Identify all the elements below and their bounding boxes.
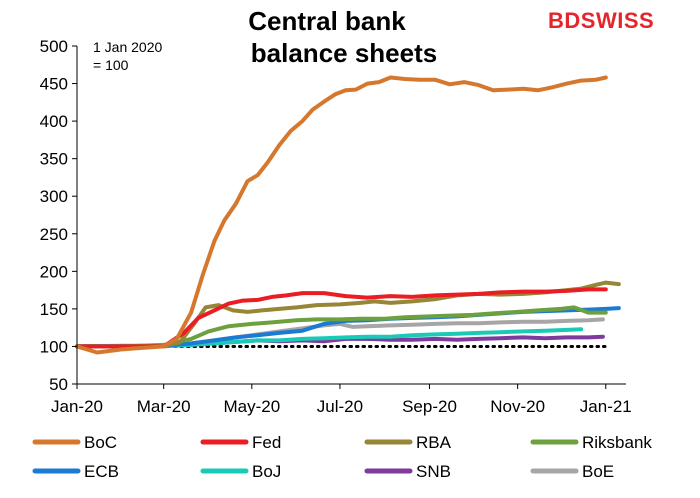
brand-logo-part2: SWISS [580, 8, 655, 33]
x-tick-label: Sep-20 [402, 397, 457, 416]
y-tick-label: 200 [40, 262, 68, 281]
y-tick-label: 350 [40, 150, 68, 169]
y-tick-label: 250 [40, 225, 68, 244]
legend-label-fed: Fed [252, 433, 281, 452]
x-tick-label: May-20 [223, 397, 280, 416]
legend-label-boe: BoE [582, 462, 614, 481]
brand-logo-part1: BD [548, 8, 581, 33]
chart-title-line1: Central bank [248, 6, 406, 36]
series-line-boj [75, 327, 584, 349]
y-tick-label: 150 [40, 300, 68, 319]
legend-label-rba: RBA [416, 433, 452, 452]
legend-label-boj: BoJ [252, 462, 281, 481]
y-tick-label: 300 [40, 187, 68, 206]
y-tick-label: 100 [40, 337, 68, 356]
legend-label-riksbank: Riksbank [582, 433, 652, 452]
index-note-line2: = 100 [93, 57, 129, 73]
series-line-riksbank [75, 305, 608, 349]
legend-label-boc: BoC [84, 433, 117, 452]
x-tick-label: Mar-20 [137, 397, 191, 416]
x-tick-label: Jul-20 [317, 397, 363, 416]
series-line-fed [75, 287, 608, 349]
x-tick-label: Jan-20 [51, 397, 103, 416]
y-tick-label: 50 [49, 375, 68, 394]
brand-logo: BDSWISS [548, 8, 654, 34]
chart-title-line2: balance sheets [251, 38, 437, 68]
legend-label-snb: SNB [416, 462, 451, 481]
y-tick-label: 450 [40, 75, 68, 94]
index-note-line1: 1 Jan 2020 [93, 39, 162, 55]
y-tick-label: 400 [40, 112, 68, 131]
axis-layer: 50 100 150 200 250 300 350 400 450 500 Jan-20 Mar-2… [40, 37, 632, 416]
legend-label-ecb: ECB [84, 462, 119, 481]
x-tick-label: Nov-20 [490, 397, 545, 416]
y-tick-label: 500 [40, 37, 68, 56]
legend: BoC Fed RBA Riksbank ECB BoJ SNB BoE [32, 433, 652, 481]
series-layer [75, 75, 621, 355]
x-tick-label: Jan-21 [580, 397, 632, 416]
series-line-boc [75, 75, 608, 355]
